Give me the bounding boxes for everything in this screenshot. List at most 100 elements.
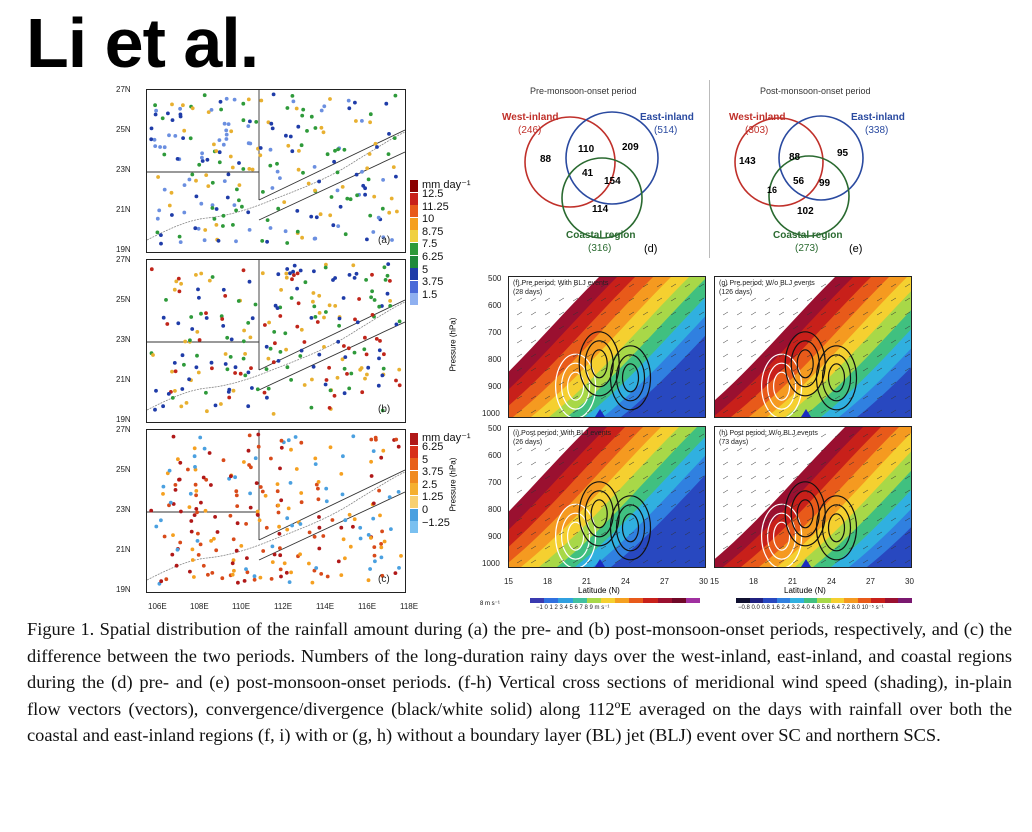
station-dot [164, 298, 168, 302]
station-dot [260, 489, 265, 494]
station-dot [204, 390, 208, 395]
legend-label: 1.25 [422, 491, 444, 504]
station-dot [277, 524, 281, 529]
station-dot [212, 536, 216, 541]
latitude-tick: 27 [866, 577, 875, 586]
station-dot [358, 525, 363, 530]
legend-c-unit: mm day⁻¹ [422, 432, 471, 444]
station-dot [349, 371, 354, 376]
legend-swatch [410, 268, 418, 281]
legend-swatch [410, 230, 418, 243]
station-dot [309, 214, 314, 219]
station-dot [173, 488, 178, 492]
venn-e-east-only: 95 [837, 148, 849, 159]
station-dot [340, 357, 345, 362]
station-dot [253, 456, 258, 461]
station-dot [342, 366, 347, 371]
station-dot [219, 314, 224, 319]
venn-e-east-label: East-inland [851, 112, 905, 123]
station-dot [318, 212, 323, 217]
station-dot [167, 468, 172, 473]
station-dot [300, 235, 304, 240]
station-dot [319, 108, 324, 113]
station-dot [292, 263, 297, 268]
colorbar-divergence-labels: −0.8 0.0 0.8 1.6 2.4 3.2 4.0 4.8 5.6 6.4… [738, 605, 884, 611]
station-dot [242, 460, 246, 464]
station-dot [343, 232, 348, 237]
station-dot [355, 193, 359, 198]
station-dot [282, 200, 287, 204]
station-dot [299, 348, 304, 353]
pressure-tick: 700 [488, 328, 502, 337]
station-dot [177, 234, 182, 239]
station-dot [195, 510, 199, 515]
station-dot [219, 107, 223, 112]
station-dot [149, 508, 154, 513]
station-dot [335, 170, 340, 175]
station-dot [290, 149, 295, 154]
station-dot [199, 500, 203, 505]
station-dot [152, 137, 157, 142]
station-dot [168, 500, 173, 505]
station-dot [352, 350, 357, 355]
station-dot [296, 124, 301, 129]
station-dot [379, 455, 384, 460]
station-dot [273, 341, 277, 346]
station-dot [236, 580, 240, 585]
venn-d-west-label: West-inland [502, 112, 558, 123]
station-dot [176, 457, 180, 462]
station-dot [289, 378, 293, 382]
station-dot [192, 575, 196, 579]
station-dot [360, 119, 364, 123]
station-dot [266, 356, 271, 361]
lat-label: 19N [116, 585, 131, 594]
station-dot [221, 213, 226, 218]
station-dot [197, 295, 201, 300]
station-dot [235, 504, 240, 508]
station-dot [294, 106, 299, 111]
station-dot [371, 501, 376, 506]
legend-label: 8.75 [422, 225, 444, 238]
legend-label: 2.5 [422, 478, 438, 491]
station-dot [248, 119, 252, 124]
station-dot [179, 404, 184, 409]
station-dot [381, 235, 386, 240]
venn-d-title: Pre-monsoon-onset period [530, 86, 637, 96]
station-dot [236, 299, 241, 303]
station-dot [291, 269, 295, 274]
station-dot [323, 382, 328, 387]
venn-e-title: Post-monsoon-onset period [760, 86, 871, 96]
station-dot [325, 574, 330, 579]
xs-f-days: (28 days) [513, 289, 543, 296]
station-dot [210, 366, 214, 371]
station-dot [158, 145, 162, 149]
station-dot [232, 97, 237, 102]
station-dot [324, 378, 329, 382]
venn-e-west-only: 143 [739, 156, 756, 167]
station-dot [288, 481, 293, 485]
station-dot [190, 327, 195, 331]
pressure-tick: 900 [488, 382, 502, 391]
station-dot [256, 513, 260, 517]
station-dot [317, 525, 322, 530]
cross-section-f: (f) Pre period; With BLJ events (28 days) [508, 276, 706, 418]
legend-label: 3.75 [422, 276, 444, 289]
station-dot [201, 563, 206, 568]
station-dot [264, 525, 269, 530]
pressure-axis-label-lower: Pressure (hPa) [448, 457, 458, 512]
station-dot [319, 572, 324, 576]
station-dot [261, 190, 265, 194]
station-dot [307, 561, 311, 566]
station-dot [276, 510, 281, 515]
station-dot [189, 529, 194, 534]
station-dot [278, 567, 283, 572]
station-dot [388, 279, 392, 283]
station-dot [250, 316, 255, 321]
station-dot [379, 542, 383, 546]
latitude-tick: 27 [660, 577, 669, 586]
station-dot [194, 489, 199, 493]
station-dot [192, 446, 197, 451]
legend-swatch [410, 280, 418, 293]
station-dot [382, 539, 387, 544]
station-dot [366, 533, 371, 537]
